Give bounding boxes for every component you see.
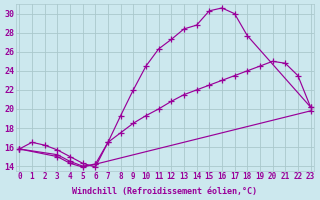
- X-axis label: Windchill (Refroidissement éolien,°C): Windchill (Refroidissement éolien,°C): [72, 187, 258, 196]
